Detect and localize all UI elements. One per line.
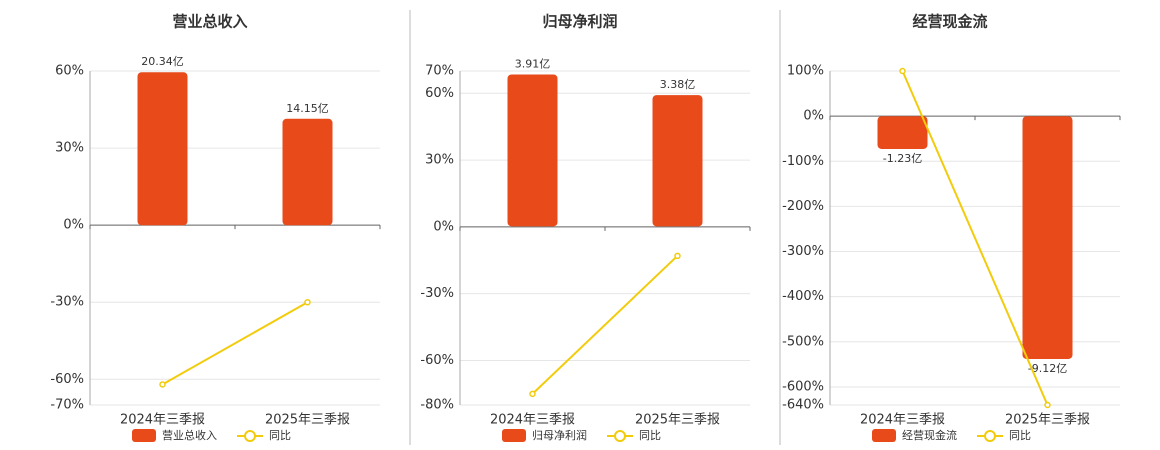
x-tick-label: 2024年三季报: [860, 413, 945, 428]
y-tick-label: 70%: [425, 64, 454, 79]
bar: [282, 118, 333, 226]
point: [1044, 401, 1051, 409]
y-tick-label: 30%: [55, 141, 84, 156]
legend-label: 经营现金流: [902, 428, 957, 442]
bar: [1022, 116, 1073, 359]
legend-label: 归母净利润: [532, 428, 587, 442]
point: [304, 298, 311, 306]
y-tick-label: -500%: [782, 334, 824, 349]
y-tick-label: -640%: [782, 398, 824, 413]
legend-swatch: [984, 430, 996, 442]
legend-label: 同比: [639, 429, 661, 442]
chart-title: 经营现金流: [912, 13, 987, 31]
x-tick-label: 2024年三季报: [120, 413, 205, 428]
y-tick-label: -600%: [782, 379, 824, 394]
legend-swatch: [614, 430, 626, 442]
y-tick-label: -400%: [782, 289, 824, 304]
y-tick-label: -60%: [50, 372, 84, 387]
bar: [652, 95, 703, 227]
chart-title: 归母净利润: [542, 13, 617, 31]
data-label: -1.23亿: [883, 152, 922, 165]
point: [529, 390, 536, 398]
point: [159, 381, 166, 388]
data-label: 3.38亿: [660, 78, 696, 91]
legend-label: 营业总收入: [162, 428, 217, 442]
data-label: 20.34亿: [141, 55, 184, 68]
line: [901, 70, 1049, 406]
y-tick-label: -100%: [782, 154, 824, 169]
x-tick-label: 2024年三季报: [490, 413, 575, 428]
x-tick-label: 2025年三季报: [1005, 413, 1090, 428]
chart-title: 营业总收入: [172, 13, 247, 31]
point: [899, 67, 906, 75]
legend-swatch: [244, 430, 256, 442]
y-tick-label: -80%: [420, 398, 454, 413]
y-tick-label: -60%: [420, 353, 454, 368]
line: [531, 255, 679, 395]
data-label: 3.91亿: [515, 57, 551, 70]
y-tick-label: 0%: [433, 219, 454, 234]
y-tick-label: -200%: [782, 199, 824, 214]
y-tick-label: 0%: [803, 109, 824, 124]
y-tick-label: 60%: [55, 64, 84, 79]
legend-label: 同比: [269, 429, 291, 442]
legend-swatch: [872, 429, 896, 442]
y-tick-label: 60%: [425, 86, 454, 101]
bar: [137, 72, 188, 226]
y-tick-label: -300%: [782, 244, 824, 259]
y-tick-label: -70%: [50, 398, 84, 413]
y-tick-label: 0%: [63, 218, 84, 233]
bar: [877, 116, 928, 149]
y-tick-label: -30%: [50, 295, 84, 310]
data-label: -9.12亿: [1028, 362, 1067, 375]
legend-label: 同比: [1009, 429, 1031, 442]
data-label: 14.15亿: [286, 102, 329, 115]
legend-swatch: [502, 429, 526, 442]
y-tick-label: 100%: [787, 64, 824, 79]
line: [162, 301, 308, 386]
x-tick-label: 2025年三季报: [635, 413, 720, 428]
point: [674, 252, 681, 260]
y-tick-label: 30%: [425, 153, 454, 168]
y-tick-label: -30%: [420, 286, 454, 301]
legend-swatch: [132, 429, 156, 442]
x-tick-label: 2025年三季报: [265, 413, 350, 428]
bar: [507, 74, 558, 227]
